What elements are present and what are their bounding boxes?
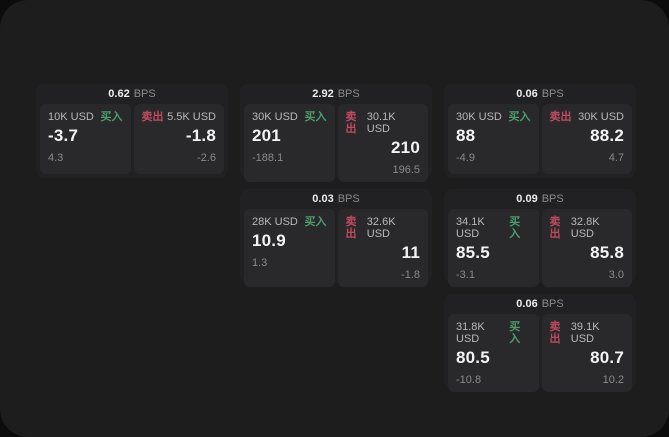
sell-change: 196.5 <box>392 164 420 176</box>
card-header: 0.09 BPS <box>448 189 632 209</box>
quote-column-3: 0.06 BPS 30K USD 买入 88 -4.9 卖出 <box>444 84 636 392</box>
bps-unit-label: BPS <box>541 298 564 310</box>
quote-card: 2.92 BPS 30K USD 买入 201 -188.1 卖出 <box>240 84 432 182</box>
quote-column-1: 0.62 BPS 10K USD 买入 -3.7 4.3 卖出 <box>36 84 228 178</box>
bps-unit-label: BPS <box>541 88 564 100</box>
buy-panel[interactable]: 30K USD 买入 88 -4.9 <box>448 104 539 174</box>
sell-amount: 5.5K USD <box>167 111 216 123</box>
buy-amount: 34.1K USD <box>456 216 485 240</box>
buy-amount: 30K USD <box>456 111 502 123</box>
sell-amount: 39.1K USD <box>570 321 600 345</box>
price-panels: 28K USD 买入 10.9 1.3 卖出 32.6K USD 11 -1.8 <box>244 209 428 287</box>
buy-side-label: 买入 <box>100 111 123 123</box>
buy-price: 201 <box>252 126 281 145</box>
quote-card: 0.06 BPS 30K USD 买入 88 -4.9 卖出 <box>444 84 636 178</box>
quote-card: 0.62 BPS 10K USD 买入 -3.7 4.3 卖出 <box>36 84 228 178</box>
bps-value: 0.62 <box>108 88 130 100</box>
bps-unit-label: BPS <box>337 193 360 205</box>
sell-side-label: 卖出 <box>345 216 357 240</box>
buy-change: -188.1 <box>252 152 284 164</box>
bps-value: 2.92 <box>312 88 334 100</box>
price-panels: 34.1K USD 买入 85.5 -3.1 卖出 32.8K USD 85.8… <box>448 209 632 287</box>
bps-value: 0.06 <box>516 298 538 310</box>
sell-change: -1.8 <box>401 269 420 281</box>
sell-change: 3.0 <box>608 269 624 281</box>
buy-side-label: 买入 <box>304 111 327 123</box>
sell-change: 4.7 <box>608 152 624 164</box>
buy-panel[interactable]: 10K USD 买入 -3.7 4.3 <box>40 104 131 174</box>
card-header: 0.06 BPS <box>448 84 632 104</box>
buy-side-label: 买入 <box>508 111 531 123</box>
card-header: 0.03 BPS <box>244 189 428 209</box>
quote-grid: 0.62 BPS 10K USD 买入 -3.7 4.3 卖出 <box>36 84 636 392</box>
buy-price: 10.9 <box>252 231 286 250</box>
buy-amount: 10K USD <box>48 111 94 123</box>
sell-panel[interactable]: 卖出 32.8K USD 85.8 3.0 <box>541 209 632 287</box>
buy-panel[interactable]: 28K USD 买入 10.9 1.3 <box>244 209 335 287</box>
buy-change: -10.8 <box>456 374 482 386</box>
sell-panel[interactable]: 卖出 39.1K USD 80.7 10.2 <box>541 314 632 392</box>
sell-side-label: 卖出 <box>549 216 561 240</box>
buy-amount: 31.8K USD <box>456 321 485 345</box>
bps-value: 0.06 <box>516 88 538 100</box>
buy-panel[interactable]: 30K USD 买入 201 -188.1 <box>244 104 335 182</box>
sell-price: 80.7 <box>590 348 624 367</box>
sell-side-label: 卖出 <box>549 321 561 345</box>
sell-change: 10.2 <box>602 374 624 386</box>
sell-side-label: 卖出 <box>549 111 572 123</box>
card-header: 0.06 BPS <box>448 294 632 314</box>
sell-change: -2.6 <box>197 152 216 164</box>
buy-price: 80.5 <box>456 348 490 367</box>
sell-price: 210 <box>391 138 420 157</box>
buy-price: 88 <box>456 126 476 145</box>
buy-panel[interactable]: 34.1K USD 买入 85.5 -3.1 <box>448 209 539 287</box>
buy-price: 85.5 <box>456 243 490 262</box>
sell-side-label: 卖出 <box>345 111 357 135</box>
sell-panel[interactable]: 卖出 5.5K USD -1.8 -2.6 <box>133 104 224 174</box>
quote-column-2: 2.92 BPS 30K USD 买入 201 -188.1 卖出 <box>240 84 432 287</box>
buy-panel[interactable]: 31.8K USD 买入 80.5 -10.8 <box>448 314 539 392</box>
buy-amount: 30K USD <box>252 111 298 123</box>
sell-side-label: 卖出 <box>141 111 164 123</box>
buy-side-label: 买入 <box>509 216 521 240</box>
sell-price: -1.8 <box>185 126 216 145</box>
buy-change: 1.3 <box>252 257 268 269</box>
price-panels: 30K USD 买入 201 -188.1 卖出 30.1K USD 210 1… <box>244 104 428 182</box>
bps-value: 0.09 <box>516 193 538 205</box>
sell-amount: 30.1K USD <box>366 111 396 135</box>
sell-amount: 32.6K USD <box>366 216 396 240</box>
sell-panel[interactable]: 卖出 30.1K USD 210 196.5 <box>337 104 428 182</box>
sell-amount: 30K USD <box>578 111 624 123</box>
buy-price: -3.7 <box>48 126 79 145</box>
card-header: 0.62 BPS <box>40 84 224 104</box>
sell-price: 88.2 <box>590 126 624 145</box>
buy-side-label: 买入 <box>509 321 521 345</box>
bps-unit-label: BPS <box>541 193 564 205</box>
bps-unit-label: BPS <box>133 88 156 100</box>
bps-value: 0.03 <box>312 193 334 205</box>
quote-card: 0.03 BPS 28K USD 买入 10.9 1.3 卖出 <box>240 189 432 287</box>
price-panels: 31.8K USD 买入 80.5 -10.8 卖出 39.1K USD 80.… <box>448 314 632 392</box>
quote-card: 0.06 BPS 31.8K USD 买入 80.5 -10.8 卖 <box>444 294 636 392</box>
bps-unit-label: BPS <box>337 88 360 100</box>
buy-change: -4.9 <box>456 152 475 164</box>
card-header: 2.92 BPS <box>244 84 428 104</box>
price-panels: 10K USD 买入 -3.7 4.3 卖出 5.5K USD -1.8 -2.… <box>40 104 224 174</box>
buy-amount: 28K USD <box>252 216 298 228</box>
buy-change: -3.1 <box>456 269 475 281</box>
quote-card: 0.09 BPS 34.1K USD 买入 85.5 -3.1 卖出 <box>444 189 636 287</box>
sell-panel[interactable]: 卖出 32.6K USD 11 -1.8 <box>337 209 428 287</box>
buy-change: 4.3 <box>48 152 64 164</box>
sell-amount: 32.8K USD <box>570 216 600 240</box>
buy-side-label: 买入 <box>304 216 327 228</box>
price-panels: 30K USD 买入 88 -4.9 卖出 30K USD 88.2 4.7 <box>448 104 632 174</box>
sell-price: 85.8 <box>590 243 624 262</box>
sell-price: 11 <box>401 243 420 262</box>
sell-panel[interactable]: 卖出 30K USD 88.2 4.7 <box>541 104 632 174</box>
